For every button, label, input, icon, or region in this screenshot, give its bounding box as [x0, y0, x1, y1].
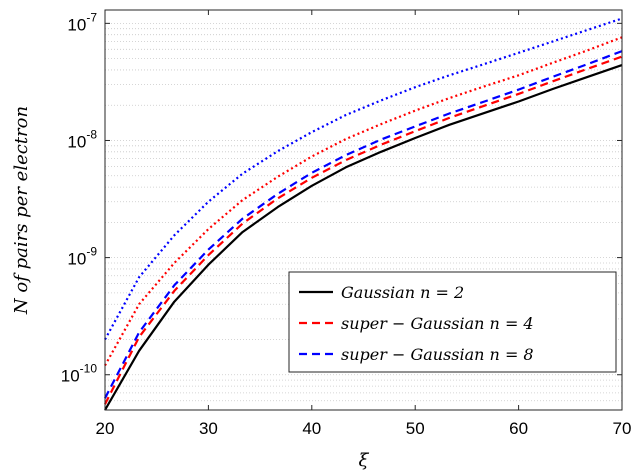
axis-ticks — [104, 10, 623, 410]
y-tick-label: 10-8 — [67, 127, 97, 151]
x-axis-title: ξ — [359, 450, 370, 471]
series-line-3 — [104, 50, 623, 399]
tick-labels: 20 30 40 50 60 70 10-10 10-9 10-8 10-7 — [61, 10, 632, 438]
plot-frame — [104, 9, 623, 411]
y-tick-label: 10-10 — [61, 362, 98, 386]
legend-label: Gaussian n = 2 — [341, 283, 464, 302]
x-tick-label: 20 — [96, 419, 115, 438]
series-line-2 — [104, 55, 623, 405]
legend-label: super − Gaussian n = 8 — [341, 345, 534, 364]
y-axis-title: N of pairs per electron — [11, 106, 32, 315]
series-line-1 — [104, 64, 623, 411]
series-line-4 — [104, 36, 623, 367]
y-tick-label: 10-9 — [67, 245, 97, 269]
x-tick-label: 70 — [613, 419, 632, 438]
legend-label: super − Gaussian n = 4 — [341, 314, 534, 333]
y-tick-label: 10-7 — [67, 10, 97, 34]
legend: Gaussian n = 2 super − Gaussian n = 4 supe… — [288, 271, 617, 373]
x-tick-label: 50 — [406, 419, 425, 438]
legend-box — [288, 271, 617, 373]
series-layer — [104, 17, 623, 411]
x-tick-label: 60 — [509, 419, 528, 438]
x-tick-label: 40 — [302, 419, 321, 438]
x-tick-label: 30 — [199, 419, 218, 438]
series-line-5 — [104, 17, 623, 341]
